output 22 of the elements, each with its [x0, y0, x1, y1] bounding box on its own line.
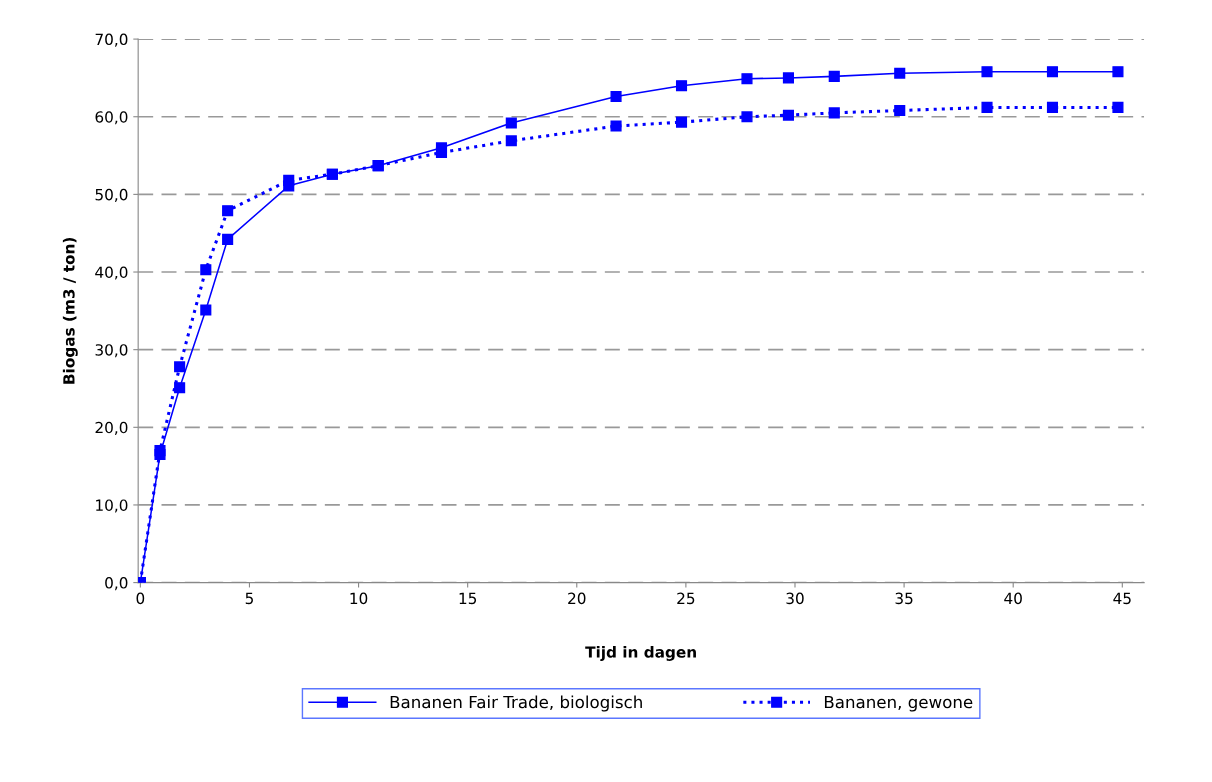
y-tick-label: 60,0: [95, 111, 128, 125]
x-tick-label: 20: [568, 592, 586, 605]
x-tick-label: 25: [677, 592, 695, 605]
x-axis-title: Tijd in dagen: [585, 645, 696, 661]
y-tick-label: 20,0: [95, 421, 128, 435]
y-tick-label: 70,0: [95, 33, 128, 47]
x-tick-label: 0: [136, 592, 145, 605]
x-tick-label: 10: [350, 592, 368, 605]
x-tick-label: 30: [786, 592, 804, 605]
x-tick-label: 45: [1113, 592, 1131, 605]
y-axis-title: Biogas (m3 / ton): [62, 237, 78, 384]
legend-label: Bananen, gewone: [824, 695, 973, 712]
x-tick-label: 5: [245, 592, 253, 605]
y-tick-label: 40,0: [95, 266, 128, 280]
y-tick-label: 0,0: [105, 577, 128, 591]
y-tick-label: 10,0: [96, 499, 128, 513]
legend-label: Bananen Fair Trade, biologisch: [390, 695, 642, 712]
x-tick-label: 15: [459, 592, 477, 605]
x-tick-label: 35: [895, 592, 913, 605]
y-tick-label: 30,0: [95, 344, 128, 358]
y-tick-label: 50,0: [95, 188, 128, 202]
x-tick-label: 40: [1004, 592, 1022, 605]
